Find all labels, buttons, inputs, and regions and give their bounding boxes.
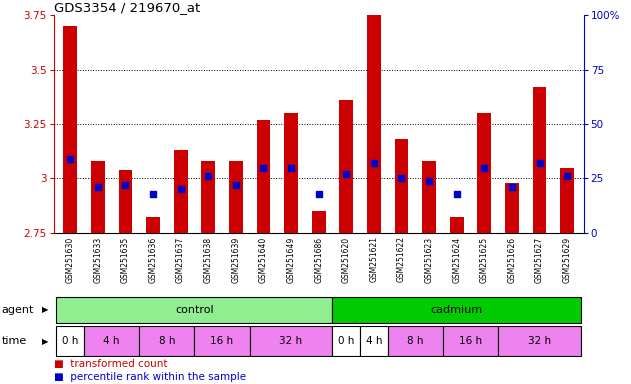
Bar bbox=[333, 296, 581, 323]
Bar bbox=[250, 326, 333, 356]
Bar bbox=[56, 296, 333, 323]
Point bbox=[175, 186, 186, 192]
Text: GSM251621: GSM251621 bbox=[369, 237, 379, 282]
Point bbox=[534, 160, 545, 166]
Bar bbox=[478, 113, 491, 233]
Bar bbox=[450, 217, 464, 233]
Text: cadmium: cadmium bbox=[430, 305, 483, 315]
Text: GSM251626: GSM251626 bbox=[507, 237, 516, 283]
Point bbox=[424, 177, 434, 184]
Bar bbox=[201, 161, 215, 233]
Text: ■  percentile rank within the sample: ■ percentile rank within the sample bbox=[54, 372, 245, 382]
Text: 32 h: 32 h bbox=[528, 336, 551, 346]
Point bbox=[452, 190, 462, 197]
Bar bbox=[284, 113, 298, 233]
Point bbox=[93, 184, 103, 190]
Bar bbox=[443, 326, 498, 356]
Text: ■  transformed count: ■ transformed count bbox=[54, 359, 167, 369]
Text: GSM251638: GSM251638 bbox=[204, 237, 213, 283]
Bar bbox=[174, 150, 187, 233]
Text: GSM251633: GSM251633 bbox=[93, 237, 102, 283]
Bar bbox=[367, 0, 380, 233]
Text: 0 h: 0 h bbox=[62, 336, 78, 346]
Bar bbox=[91, 161, 105, 233]
Point bbox=[203, 173, 213, 179]
Text: GSM251686: GSM251686 bbox=[314, 237, 323, 283]
Bar bbox=[498, 326, 581, 356]
Point bbox=[286, 164, 296, 170]
Bar bbox=[387, 326, 443, 356]
Text: GSM251625: GSM251625 bbox=[480, 237, 489, 283]
Text: 4 h: 4 h bbox=[103, 336, 120, 346]
Point bbox=[396, 175, 406, 182]
Bar bbox=[360, 326, 387, 356]
Text: GSM251629: GSM251629 bbox=[563, 237, 572, 283]
Bar bbox=[84, 326, 139, 356]
Text: GDS3354 / 219670_at: GDS3354 / 219670_at bbox=[54, 1, 200, 14]
Text: GSM251623: GSM251623 bbox=[425, 237, 433, 283]
Point bbox=[507, 184, 517, 190]
Point bbox=[148, 190, 158, 197]
Bar bbox=[56, 326, 84, 356]
Text: agent: agent bbox=[1, 305, 33, 315]
Text: GSM251649: GSM251649 bbox=[286, 237, 295, 283]
Text: ▶: ▶ bbox=[42, 337, 49, 346]
Text: GSM251630: GSM251630 bbox=[66, 237, 74, 283]
Bar bbox=[533, 87, 546, 233]
Point bbox=[65, 156, 75, 162]
Point bbox=[259, 164, 269, 170]
Bar bbox=[257, 120, 270, 233]
Text: 0 h: 0 h bbox=[338, 336, 355, 346]
Point bbox=[480, 164, 490, 170]
Point bbox=[121, 182, 131, 188]
Bar bbox=[394, 139, 408, 233]
Bar bbox=[333, 326, 360, 356]
Bar bbox=[194, 326, 250, 356]
Point bbox=[231, 182, 241, 188]
Bar bbox=[119, 170, 133, 233]
Bar bbox=[229, 161, 243, 233]
Point bbox=[562, 173, 572, 179]
Text: 8 h: 8 h bbox=[158, 336, 175, 346]
Text: 4 h: 4 h bbox=[365, 336, 382, 346]
Text: GSM251624: GSM251624 bbox=[452, 237, 461, 283]
Text: GSM251627: GSM251627 bbox=[535, 237, 544, 283]
Text: GSM251636: GSM251636 bbox=[148, 237, 158, 283]
Point bbox=[314, 190, 324, 197]
Text: 8 h: 8 h bbox=[407, 336, 423, 346]
Text: 32 h: 32 h bbox=[280, 336, 303, 346]
Text: time: time bbox=[1, 336, 27, 346]
Bar bbox=[339, 100, 353, 233]
Bar bbox=[139, 326, 194, 356]
Text: GSM251635: GSM251635 bbox=[121, 237, 130, 283]
Text: GSM251639: GSM251639 bbox=[232, 237, 240, 283]
Text: ▶: ▶ bbox=[42, 305, 49, 314]
Bar bbox=[146, 217, 160, 233]
Text: 16 h: 16 h bbox=[459, 336, 482, 346]
Bar bbox=[312, 211, 326, 233]
Point bbox=[369, 160, 379, 166]
Bar bbox=[505, 183, 519, 233]
Text: GSM251622: GSM251622 bbox=[397, 237, 406, 282]
Bar bbox=[422, 161, 436, 233]
Text: GSM251620: GSM251620 bbox=[342, 237, 351, 283]
Point bbox=[341, 171, 351, 177]
Text: 16 h: 16 h bbox=[211, 336, 233, 346]
Text: GSM251637: GSM251637 bbox=[176, 237, 185, 283]
Bar bbox=[63, 26, 77, 233]
Text: GSM251640: GSM251640 bbox=[259, 237, 268, 283]
Bar bbox=[560, 167, 574, 233]
Text: control: control bbox=[175, 305, 214, 315]
